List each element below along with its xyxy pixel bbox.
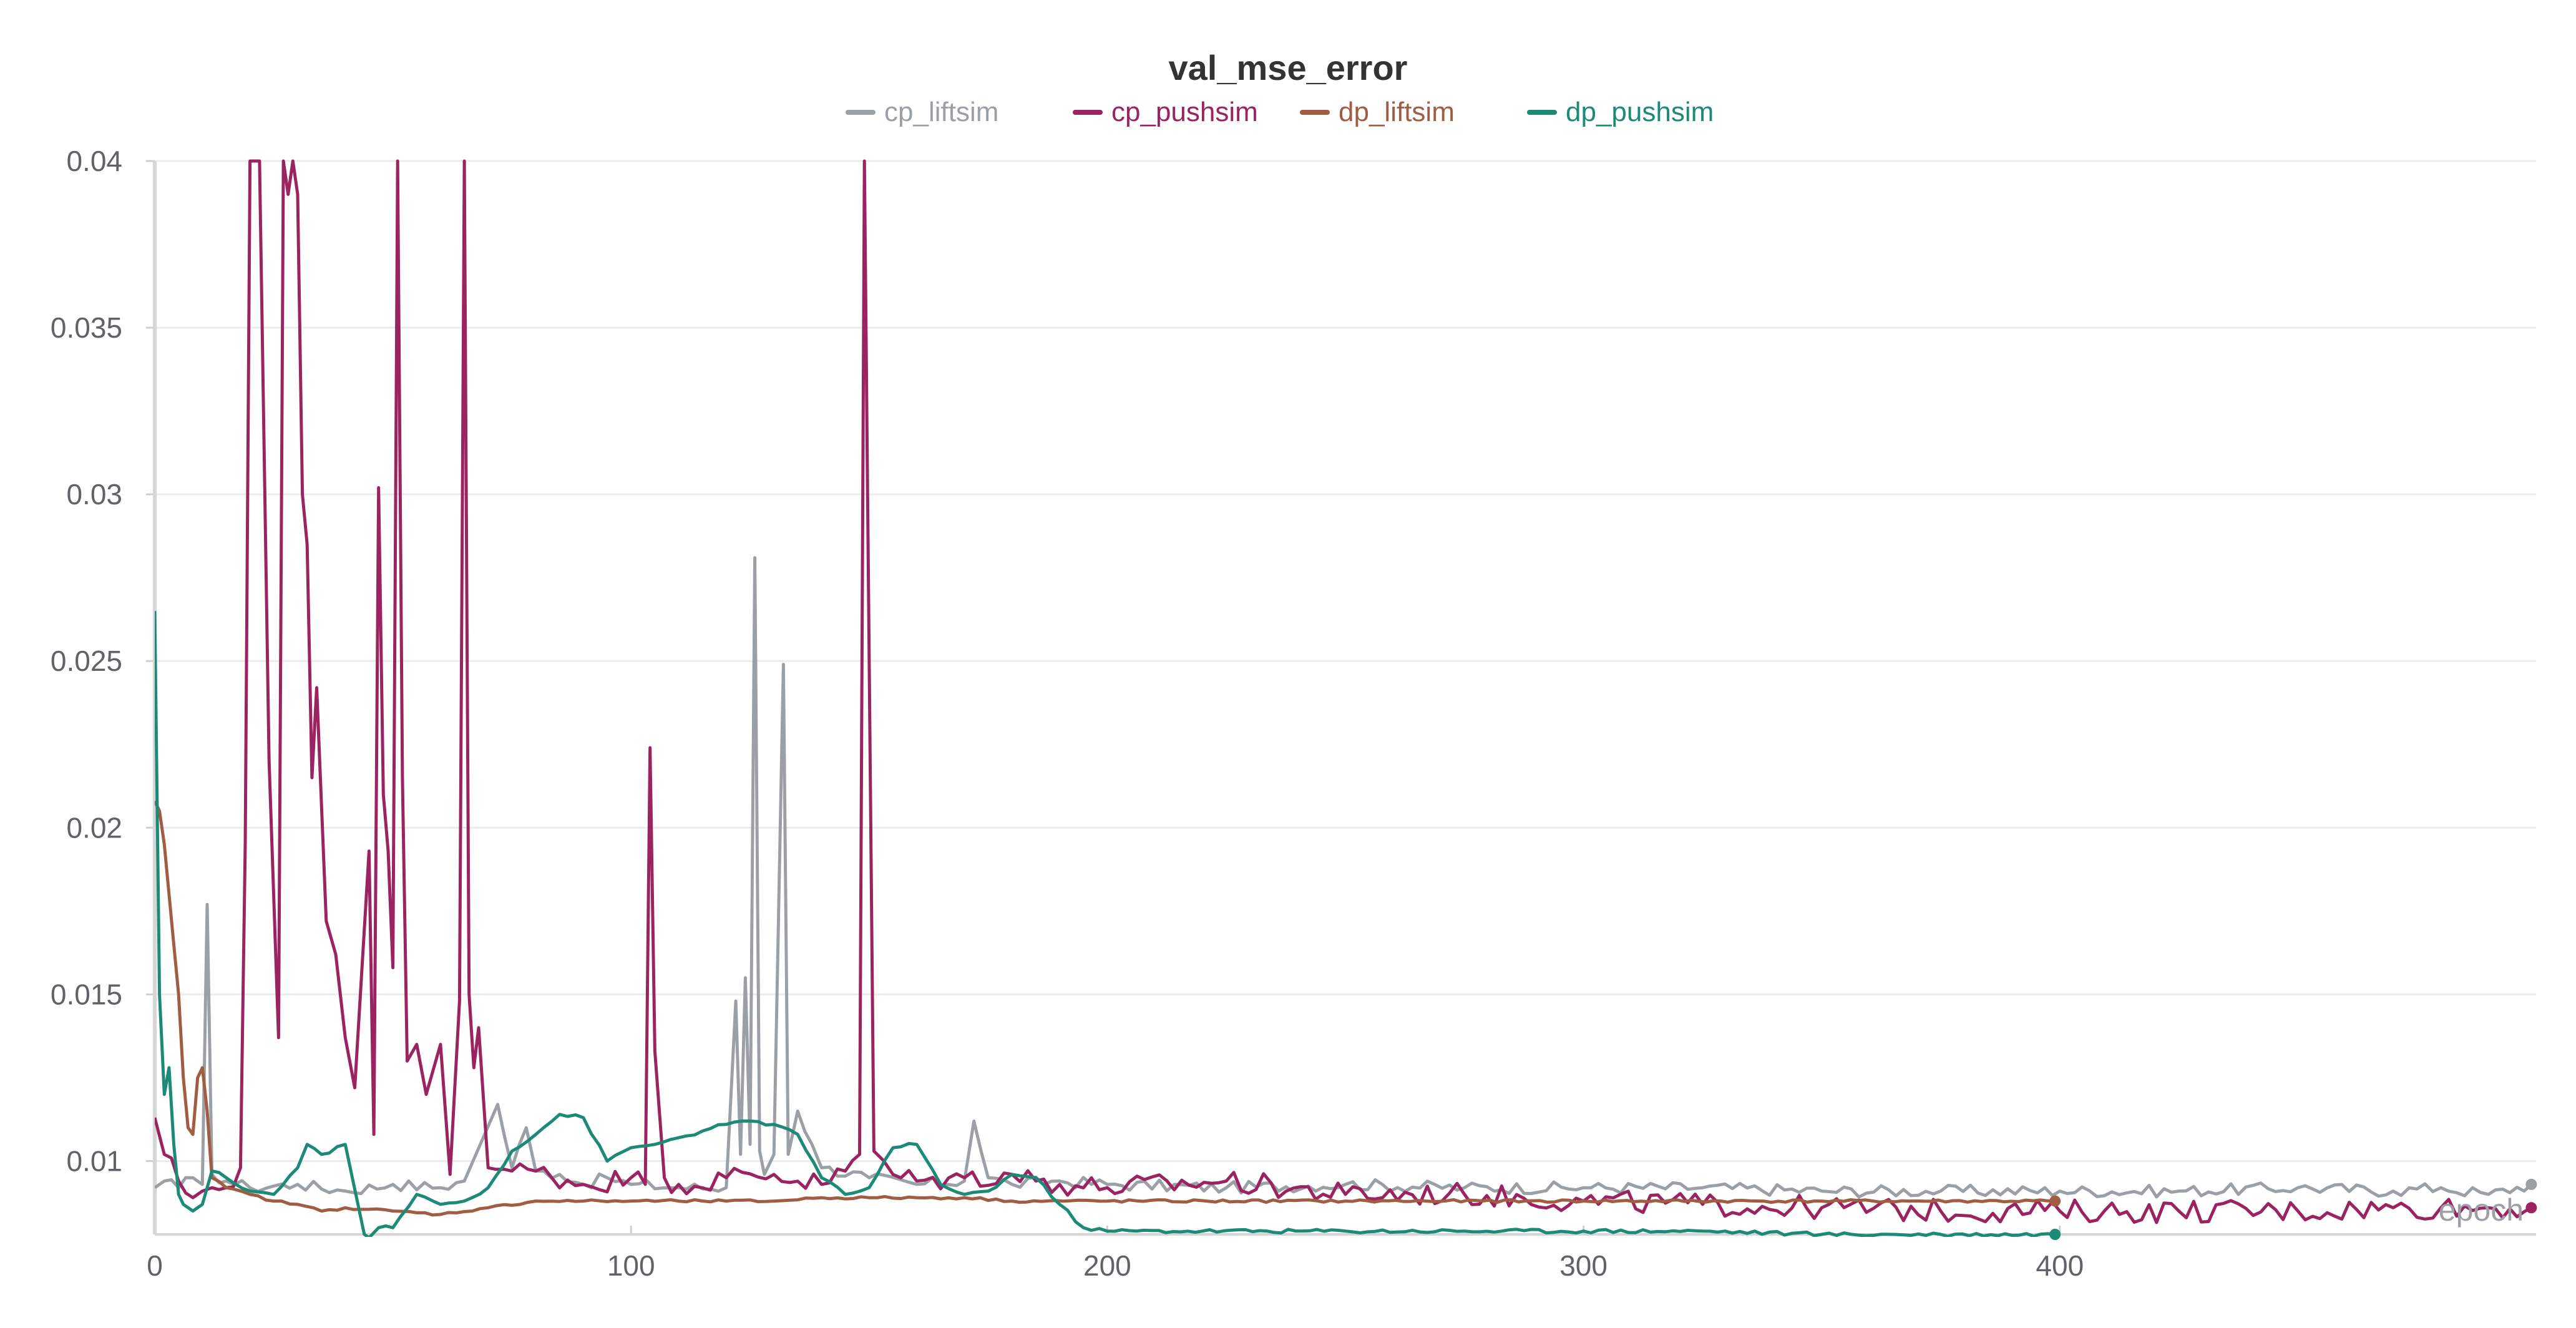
y-tick-label: 0.04 <box>66 145 122 177</box>
series-end-point-dp-liftsim <box>2049 1195 2061 1207</box>
series-end-point-cp-pushsim <box>2525 1202 2537 1214</box>
x-tick-label: 0 <box>147 1249 163 1282</box>
series-end-markers <box>2049 1178 2537 1240</box>
y-tick-label: 0.035 <box>51 311 122 344</box>
legend-label: dp_liftsim <box>1339 97 1455 127</box>
series-lines <box>155 159 2533 1237</box>
x-tick-label: 100 <box>607 1249 655 1282</box>
legend: cp_liftsim cp_pushsim dp_liftsim dp_pushsim <box>846 97 1714 127</box>
x-axis-label: epoch <box>2439 1193 2524 1228</box>
y-tick-label: 0.025 <box>51 645 122 677</box>
series-line-cp-pushsim <box>155 159 2532 1224</box>
chart-title: val_mse_error <box>1169 48 1408 87</box>
legend-item-cp-liftsim[interactable]: cp_liftsim <box>846 97 998 127</box>
legend-label: cp_liftsim <box>884 97 998 127</box>
y-tick-label: 0.015 <box>51 978 122 1010</box>
y-axis-ticks: 0.01 0.015 0.02 0.025 0.03 0.035 0.04 <box>51 145 155 1177</box>
x-tick-label: 400 <box>2036 1249 2084 1282</box>
legend-item-dp-pushsim[interactable]: dp_pushsim <box>1527 97 1714 127</box>
series-line-dp-pushsim <box>155 611 2056 1237</box>
x-tick-label: 200 <box>1083 1249 1131 1282</box>
legend-item-cp-pushsim[interactable]: cp_pushsim <box>1073 97 1258 127</box>
x-axis-ticks: 0 100 200 300 400 <box>147 1226 2084 1282</box>
legend-item-dp-liftsim[interactable]: dp_liftsim <box>1300 97 1455 127</box>
legend-label: cp_pushsim <box>1111 97 1258 127</box>
gridlines <box>155 160 2536 1162</box>
legend-label: dp_pushsim <box>1566 97 1714 127</box>
series-end-point-dp-pushsim <box>2049 1229 2061 1240</box>
series-end-point-cp-liftsim <box>2525 1178 2537 1190</box>
y-tick-label: 0.02 <box>66 811 122 844</box>
y-tick-label: 0.01 <box>66 1145 122 1177</box>
series-line-dp-liftsim <box>155 800 2056 1217</box>
y-tick-label: 0.03 <box>66 478 122 510</box>
x-tick-label: 300 <box>1559 1249 1608 1282</box>
